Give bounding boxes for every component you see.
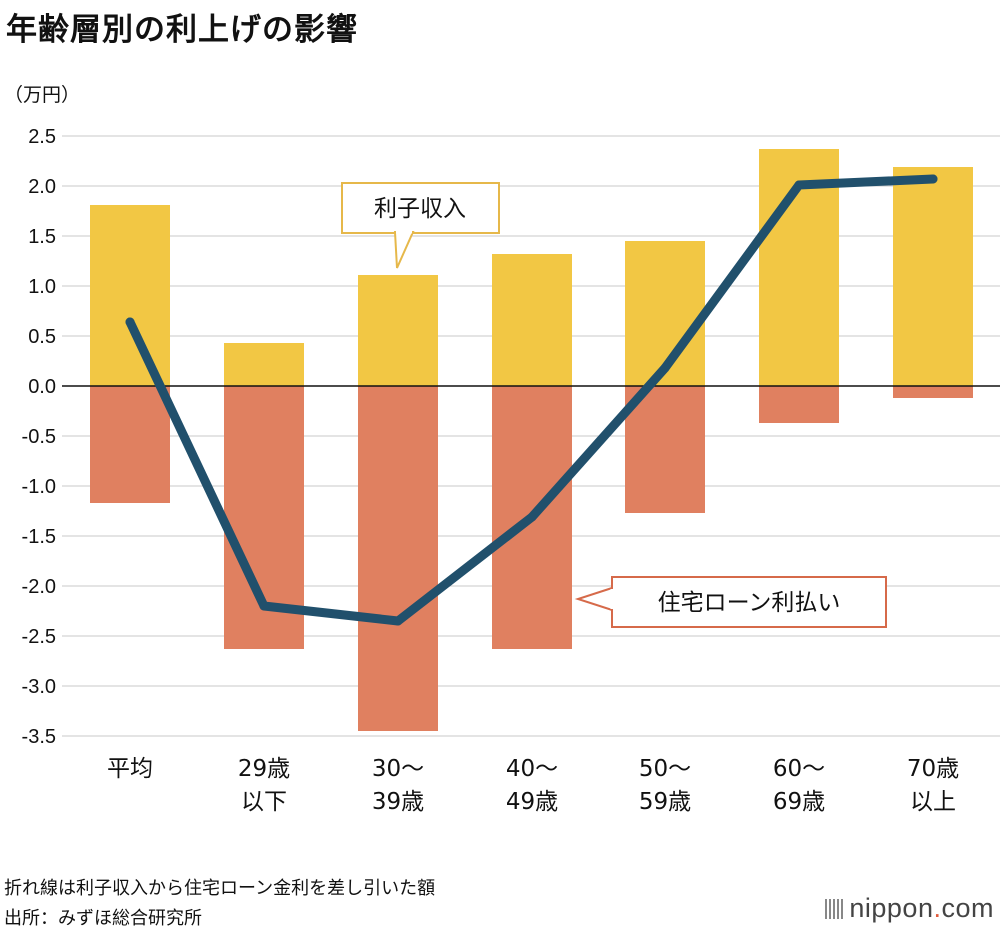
bar-mortgage [759, 386, 839, 423]
callout-income-pointer [393, 231, 415, 269]
y-tick-label: -1.5 [22, 526, 56, 548]
bars [90, 149, 973, 731]
bar-income [358, 275, 438, 386]
source-note: 出所：みずほ総合研究所 [4, 908, 202, 929]
x-category-line1: 70歳 [907, 756, 959, 782]
line-point [259, 601, 269, 611]
bar-income [90, 205, 170, 386]
nippon-logo: nippon.com [825, 893, 994, 924]
line-point [928, 174, 938, 184]
line-point [527, 512, 537, 522]
y-tick-label: -3.0 [22, 676, 56, 698]
x-category-line1: 40～ [506, 756, 558, 782]
x-category-label: 50～ 59歳 [639, 756, 691, 815]
x-category-label: 70歳以上 [907, 756, 959, 815]
bar-mortgage [90, 386, 170, 503]
x-category-line2: 49歳 [506, 789, 558, 815]
x-category-line2: 以下 [241, 789, 287, 815]
x-category-line1: 平均 [107, 756, 153, 782]
y-axis-unit-label: （万円） [4, 84, 81, 106]
x-category-line1: 29歳 [238, 756, 290, 782]
callout-income: 利子収入 [341, 182, 500, 269]
y-tick-label: -3.5 [22, 726, 56, 748]
bar-mortgage [625, 386, 705, 513]
x-category-line2: 59歳 [639, 789, 691, 815]
line-point [794, 180, 804, 190]
x-category-label: 40～ 49歳 [506, 756, 558, 815]
bar-mortgage [358, 386, 438, 731]
y-tick-label: 2.0 [28, 176, 56, 198]
x-category-label: 平均 [107, 756, 153, 782]
logo-mark-icon [825, 899, 844, 919]
callout-mortgage: 住宅ローン利払い [574, 576, 887, 628]
line-point [393, 616, 403, 626]
x-category-line2: 39歳 [372, 789, 424, 815]
callout-income-label: 利子収入 [374, 196, 466, 222]
footnote-line: 折れ線は利子収入から住宅ローン金利を差し引いた額 [4, 878, 436, 899]
bar-income [492, 254, 572, 386]
y-tick-label: -2.0 [22, 576, 56, 598]
x-category-label: 60～ 69歳 [773, 756, 825, 815]
y-tick-label: -1.0 [22, 476, 56, 498]
y-tick-label: -2.5 [22, 626, 56, 648]
x-category-line1: 50～ [639, 756, 691, 782]
callout-mortgage-label: 住宅ローン利払い [658, 590, 841, 616]
bar-mortgage [893, 386, 973, 398]
bar-income [893, 167, 973, 386]
x-category-label: 29歳以下 [238, 756, 290, 815]
chart-svg: 2.5 2.0 1.5 1.0 0.5 0.0 -0.5 -1.0 -1.5 -2.0 -2.5 -3… [22, 126, 1000, 815]
line-point [660, 363, 670, 373]
x-category-line1: 60～ [773, 756, 825, 782]
callout-mortgage-pointer [574, 586, 613, 612]
x-category-line2: 以上 [910, 789, 956, 815]
y-tick-label: 0.5 [28, 326, 56, 348]
y-tick-labels: 2.5 2.0 1.5 1.0 0.5 0.0 -0.5 -1.0 -1.5 -2.0 -2.5 -3… [22, 126, 56, 748]
y-tick-label: 0.0 [28, 376, 56, 398]
x-category-line2: 69歳 [773, 789, 825, 815]
callout-income-box [341, 182, 500, 234]
x-category-line1: 30～ [372, 756, 424, 782]
y-tick-label: 2.5 [28, 126, 56, 148]
y-tick-label: 1.5 [28, 226, 56, 248]
line-point [125, 317, 135, 327]
callout-mortgage-box [611, 576, 887, 628]
x-category-label: 30～ 39歳 [372, 756, 424, 815]
chart-title: 年齢層別の利上げの影響 [6, 12, 358, 48]
net-line [125, 174, 938, 626]
bar-income [224, 343, 304, 386]
y-tick-label: 1.0 [28, 276, 56, 298]
y-tick-label: -0.5 [22, 426, 56, 448]
